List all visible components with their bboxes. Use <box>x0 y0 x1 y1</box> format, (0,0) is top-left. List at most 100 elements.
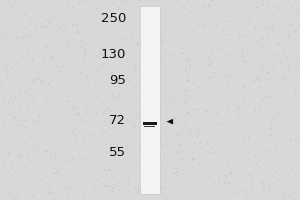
Point <box>36 116 41 119</box>
Point <box>175 129 180 132</box>
Point <box>160 38 165 41</box>
Point <box>187 25 192 28</box>
Point <box>46 177 51 180</box>
Point <box>82 137 87 140</box>
Point <box>85 144 90 147</box>
Point <box>297 23 300 26</box>
Point <box>51 197 56 200</box>
Point <box>82 59 87 63</box>
Point <box>16 139 21 143</box>
Point <box>131 122 136 126</box>
Point <box>17 74 22 78</box>
Point <box>75 143 80 146</box>
Point <box>175 170 179 173</box>
Point <box>191 30 196 33</box>
Point <box>288 84 293 87</box>
Point <box>297 93 300 96</box>
Point <box>15 62 20 65</box>
Point <box>224 176 229 180</box>
Point <box>158 88 162 91</box>
Point <box>37 71 41 74</box>
Point <box>231 191 236 194</box>
Point <box>24 139 29 142</box>
Point <box>169 81 173 84</box>
Point <box>224 20 229 23</box>
Point <box>48 192 53 196</box>
Point <box>158 173 162 176</box>
Point <box>239 73 244 77</box>
Point <box>158 112 163 115</box>
Point <box>181 171 186 175</box>
Point <box>195 35 200 38</box>
Point <box>66 131 71 134</box>
Point <box>83 50 88 53</box>
Point <box>149 153 154 156</box>
Point <box>33 152 38 155</box>
Point <box>154 192 158 195</box>
Point <box>247 136 251 139</box>
Point <box>266 5 271 8</box>
Point <box>268 26 273 29</box>
Point <box>290 168 294 171</box>
Point <box>261 3 266 6</box>
Point <box>263 27 268 30</box>
Point <box>122 0 126 3</box>
Point <box>241 59 246 63</box>
Point <box>21 35 26 39</box>
Point <box>15 38 20 41</box>
Bar <box>158 6 159 194</box>
Point <box>260 182 265 185</box>
Point <box>129 103 134 106</box>
Point <box>221 122 226 125</box>
Point <box>157 49 162 52</box>
Point <box>191 158 196 161</box>
Point <box>107 161 112 165</box>
Point <box>289 108 293 111</box>
Point <box>186 34 191 37</box>
Point <box>145 57 150 60</box>
Point <box>126 131 130 134</box>
Point <box>3 48 8 51</box>
Point <box>46 165 51 169</box>
Point <box>236 111 241 114</box>
Point <box>34 10 38 13</box>
Point <box>28 1 33 5</box>
Point <box>292 29 297 32</box>
Point <box>30 36 34 39</box>
Point <box>96 66 101 69</box>
Point <box>249 16 254 19</box>
Point <box>42 26 47 30</box>
Point <box>52 167 57 170</box>
Point <box>99 46 103 49</box>
Point <box>123 128 128 132</box>
Point <box>207 76 212 79</box>
Point <box>147 77 152 80</box>
Point <box>176 182 181 185</box>
Point <box>210 146 214 149</box>
Point <box>242 86 247 89</box>
Point <box>3 68 8 71</box>
Point <box>73 13 77 16</box>
Text: 95: 95 <box>109 73 126 86</box>
Point <box>52 96 57 99</box>
Point <box>186 80 191 83</box>
Point <box>83 157 88 160</box>
Bar <box>140 6 160 194</box>
Point <box>286 195 291 198</box>
Point <box>186 79 191 82</box>
Point <box>66 45 71 48</box>
Point <box>94 68 99 72</box>
Point <box>266 71 271 74</box>
Point <box>112 150 117 154</box>
Point <box>254 62 258 65</box>
Point <box>54 52 58 55</box>
Point <box>104 43 109 46</box>
Point <box>202 169 207 172</box>
Point <box>146 65 150 68</box>
Point <box>35 120 40 123</box>
Point <box>10 162 15 166</box>
Point <box>7 153 12 156</box>
Point <box>38 179 43 182</box>
Point <box>78 10 82 13</box>
Point <box>124 38 128 41</box>
